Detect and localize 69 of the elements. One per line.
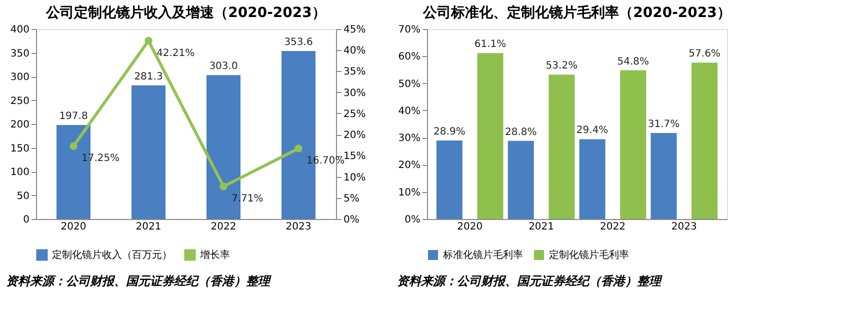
- data-label: 31.7%: [648, 118, 680, 130]
- y2-tick-label: 20%: [344, 130, 366, 142]
- y-tick-label: 100: [10, 167, 30, 178]
- legend-label: 增长率: [199, 249, 230, 261]
- y2-tick-label: 15%: [344, 151, 366, 162]
- y-tick-label: 200: [10, 120, 30, 130]
- data-label: 303.0: [209, 61, 238, 72]
- y2-tick-label: 40%: [344, 46, 366, 57]
- data-label: 42.21%: [156, 48, 195, 59]
- y-tick-label: 70%: [398, 24, 420, 36]
- legend-label: 定制化镜片收入（百万元）: [52, 249, 172, 261]
- y2-tick-label: 45%: [344, 24, 366, 36]
- point: [294, 144, 302, 152]
- bar: [132, 85, 166, 219]
- chart-title: 公司标准化、定制化镜片毛利率（2020-2023）: [422, 4, 731, 21]
- y-tick-label: 350: [10, 48, 30, 60]
- y-tick-label: 250: [10, 96, 30, 107]
- y2-tick-label: 0%: [344, 214, 360, 226]
- data-label: 61.1%: [474, 39, 506, 50]
- y-tick-label: 30%: [398, 133, 420, 144]
- y2-tick-label: 25%: [344, 108, 366, 120]
- y-tick-label: 400: [10, 24, 30, 36]
- x-tick-label: 2021: [136, 222, 162, 232]
- bar: [579, 139, 606, 219]
- y-tick-label: 50: [16, 190, 30, 202]
- legend-label: 定制化镜片毛利率: [549, 249, 629, 261]
- y2-tick-label: 35%: [344, 66, 366, 78]
- chart-title: 公司定制化镜片收入及增速（2020-2023）: [45, 4, 326, 21]
- x-tick-label: 2023: [286, 222, 312, 232]
- bar: [650, 132, 677, 219]
- text: 资料来源：公司财报、国元证券经纪（香港）整理: [397, 274, 663, 288]
- y-tick-label: 300: [10, 72, 30, 83]
- x-tick-label: 2023: [671, 222, 697, 232]
- x-tick-label: 2021: [528, 222, 554, 232]
- bar: [692, 62, 718, 219]
- x-tick-label: 2022: [210, 222, 236, 232]
- y2-tick-label: 10%: [344, 172, 366, 184]
- data-label: 57.6%: [688, 48, 720, 60]
- data-label: 54.8%: [617, 56, 650, 68]
- point: [70, 142, 78, 150]
- y-tick-label: 10%: [398, 187, 420, 198]
- x-tick-label: 2020: [60, 222, 86, 232]
- data-label: 53.2%: [546, 60, 578, 72]
- y-tick-label: 50%: [398, 78, 420, 90]
- point: [220, 182, 228, 190]
- data-label: 353.6: [284, 37, 313, 48]
- text: 资料来源：公司财报、国元证券经纪（香港）整理: [6, 274, 272, 288]
- x-tick-label: 2020: [457, 222, 483, 232]
- y-tick-label: 40%: [398, 106, 420, 117]
- y-tick-label: 150: [10, 143, 30, 154]
- y-tick-label: 0: [23, 214, 30, 226]
- bar: [436, 140, 462, 219]
- x-tick-label: 2022: [600, 222, 626, 232]
- data-label: 28.8%: [504, 126, 537, 138]
- y-tick-label: 0%: [404, 214, 420, 226]
- bar: [508, 140, 534, 219]
- point: [144, 36, 152, 45]
- bar: [477, 53, 504, 219]
- data-label: 28.9%: [434, 126, 466, 138]
- y2-tick-label: 5%: [344, 193, 360, 204]
- data-label: 29.4%: [576, 125, 608, 136]
- legend-label: 标准化镜片毛利率: [442, 249, 523, 261]
- y-tick-label: 60%: [398, 52, 420, 63]
- y2-tick-label: 30%: [344, 88, 366, 99]
- data-label: 197.8: [59, 111, 88, 122]
- data-label: 281.3: [134, 71, 163, 82]
- bar: [548, 74, 575, 219]
- bar: [620, 70, 646, 219]
- y-tick-label: 20%: [398, 160, 420, 172]
